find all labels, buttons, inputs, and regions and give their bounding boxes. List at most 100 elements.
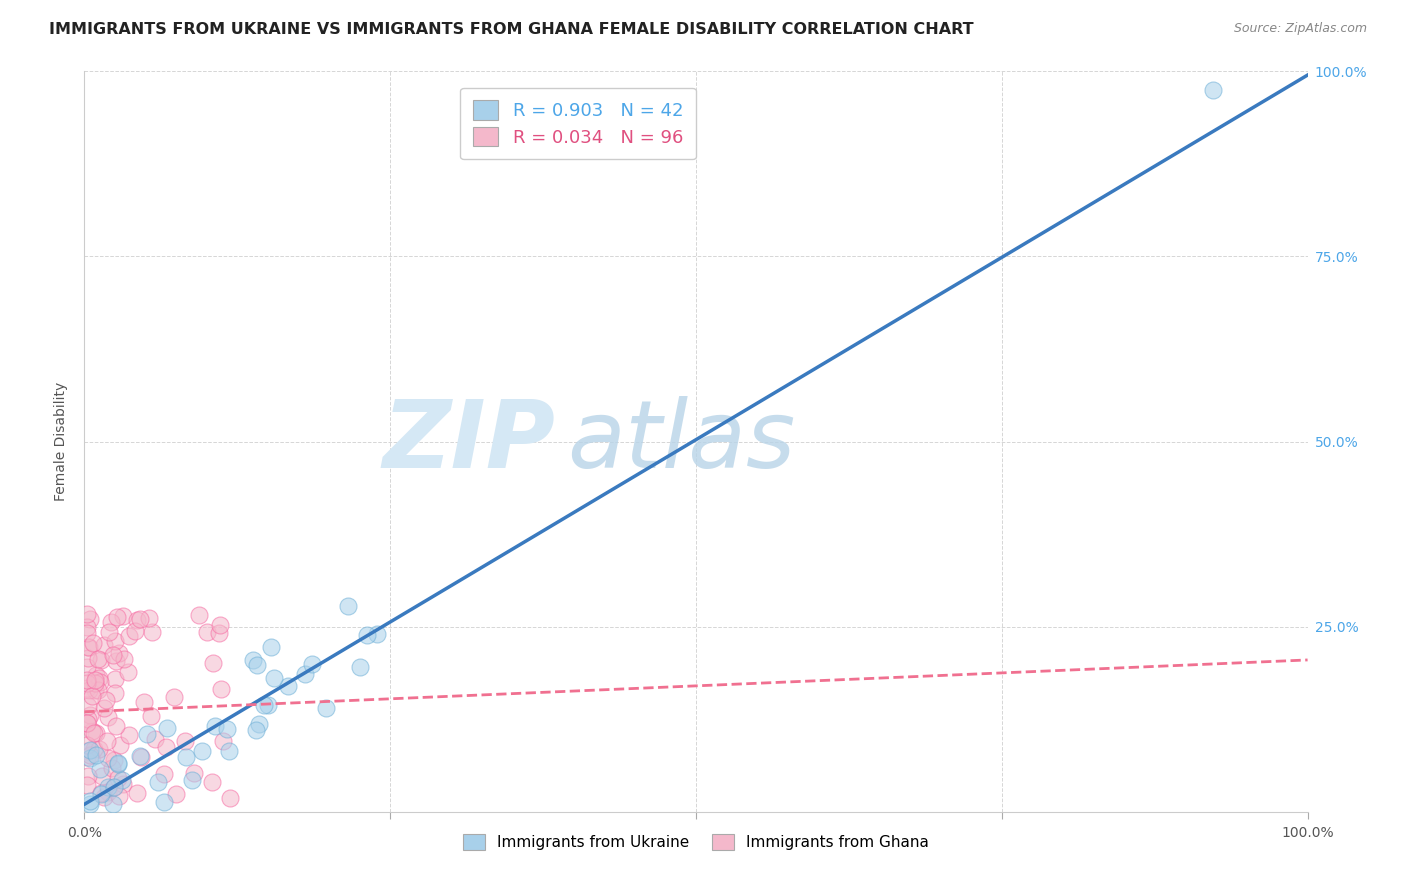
Point — [208, 618, 231, 632]
Point — [83, 682, 105, 697]
Point — [76, 716, 98, 731]
Point — [349, 660, 371, 674]
Point — [90, 652, 112, 666]
Point — [153, 795, 176, 809]
Point — [79, 708, 101, 723]
Point — [103, 780, 125, 794]
Point — [93, 638, 115, 652]
Point — [76, 673, 98, 687]
Point — [118, 629, 141, 643]
Point — [139, 709, 162, 723]
Point — [76, 698, 98, 713]
Point — [263, 671, 285, 685]
Point — [111, 777, 134, 791]
Point — [136, 727, 159, 741]
Point — [201, 775, 224, 789]
Point — [247, 716, 270, 731]
Point — [156, 721, 179, 735]
Point — [301, 657, 323, 672]
Point — [76, 660, 98, 674]
Point — [107, 772, 129, 786]
Point — [76, 681, 98, 695]
Point — [96, 693, 118, 707]
Point — [84, 676, 107, 690]
Point — [93, 700, 115, 714]
Point — [155, 739, 177, 754]
Point — [162, 690, 184, 704]
Point — [76, 715, 98, 730]
Point — [207, 626, 229, 640]
Point — [77, 640, 100, 654]
Point — [84, 726, 107, 740]
Point — [118, 728, 141, 742]
Point — [108, 789, 131, 803]
Point — [188, 607, 211, 622]
Point — [101, 648, 124, 662]
Point — [104, 719, 127, 733]
Text: IMMIGRANTS FROM UKRAINE VS IMMIGRANTS FROM GHANA FEMALE DISABILITY CORRELATION C: IMMIGRANTS FROM UKRAINE VS IMMIGRANTS FR… — [49, 22, 974, 37]
Point — [356, 628, 378, 642]
Point — [129, 750, 152, 764]
Point — [96, 710, 118, 724]
Point — [104, 634, 127, 648]
Point — [89, 786, 111, 800]
Point — [89, 674, 111, 689]
Point — [111, 773, 134, 788]
Point — [79, 612, 101, 626]
Point — [101, 761, 124, 775]
Point — [141, 624, 163, 639]
Point — [245, 723, 267, 737]
Point — [90, 769, 112, 783]
Point — [104, 654, 127, 668]
Point — [143, 732, 166, 747]
Point — [129, 748, 152, 763]
Point — [211, 734, 233, 748]
Point — [219, 790, 242, 805]
Point — [87, 682, 110, 697]
Point — [132, 695, 155, 709]
Point — [117, 665, 139, 680]
Point — [96, 734, 118, 748]
Legend: Immigrants from Ukraine, Immigrants from Ghana: Immigrants from Ukraine, Immigrants from… — [454, 824, 938, 860]
Text: ZIP: ZIP — [382, 395, 555, 488]
Point — [174, 734, 197, 748]
Point — [76, 676, 98, 690]
Point — [76, 744, 98, 758]
Point — [76, 778, 98, 792]
Point — [87, 671, 110, 685]
Point — [79, 751, 101, 765]
Point — [127, 786, 149, 800]
Point — [83, 726, 105, 740]
Point — [315, 700, 337, 714]
Point — [98, 624, 121, 639]
Point — [253, 698, 276, 712]
Point — [108, 738, 131, 752]
Point — [138, 611, 160, 625]
Point — [294, 667, 316, 681]
Point — [125, 614, 148, 628]
Point — [114, 652, 136, 666]
Point — [183, 765, 205, 780]
Point — [204, 719, 226, 733]
Text: Source: ZipAtlas.com: Source: ZipAtlas.com — [1233, 22, 1367, 36]
Point — [104, 685, 127, 699]
Point — [1202, 83, 1225, 97]
Point — [79, 797, 101, 812]
Point — [152, 766, 174, 780]
Point — [107, 646, 129, 660]
Point — [103, 780, 125, 794]
Point — [174, 750, 197, 764]
Point — [79, 747, 101, 762]
Y-axis label: Female Disability: Female Disability — [55, 382, 69, 501]
Point — [336, 599, 359, 613]
Point — [218, 744, 240, 758]
Point — [84, 668, 107, 682]
Point — [256, 698, 278, 712]
Point — [79, 742, 101, 756]
Point — [246, 657, 269, 672]
Point — [89, 762, 111, 776]
Point — [148, 774, 170, 789]
Point — [90, 787, 112, 801]
Point — [76, 750, 98, 764]
Point — [82, 723, 104, 738]
